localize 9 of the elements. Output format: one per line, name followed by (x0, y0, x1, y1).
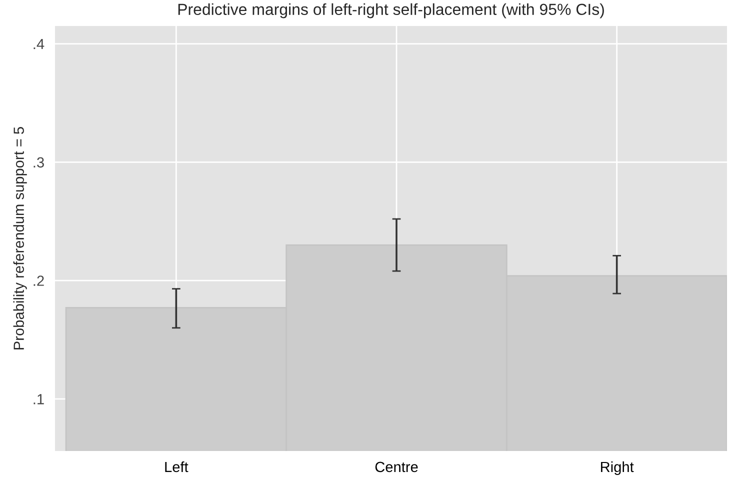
chart-title: Predictive margins of left-right self-placement (with 95% CIs) (178, 3, 604, 18)
y-tick-label: .3 (34, 157, 44, 168)
x-tick-label: Right (601, 461, 634, 476)
x-tick-label: Left (165, 461, 188, 472)
x-tick-label: Centre (375, 462, 418, 472)
y-axis-title: Probability referendum support = 5 (13, 127, 27, 350)
y-tick-label: .2 (34, 276, 44, 286)
y-tick-label: .4 (34, 39, 44, 50)
y-tick-label: .1 (34, 394, 44, 404)
